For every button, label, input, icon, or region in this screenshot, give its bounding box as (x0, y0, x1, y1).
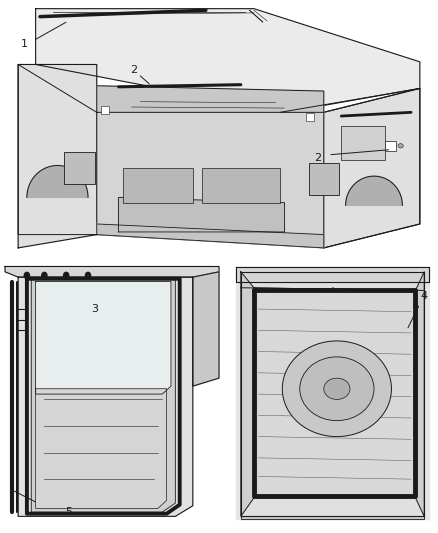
Bar (201, 168, 280, 203)
Bar (101, 107, 109, 114)
Polygon shape (18, 64, 97, 248)
Polygon shape (31, 280, 175, 512)
Polygon shape (416, 272, 424, 516)
Polygon shape (237, 266, 428, 282)
Polygon shape (119, 197, 285, 232)
Polygon shape (5, 266, 219, 277)
Polygon shape (254, 288, 416, 498)
Polygon shape (346, 176, 403, 205)
Bar (123, 168, 193, 203)
Ellipse shape (324, 378, 350, 399)
Polygon shape (97, 86, 324, 112)
Bar (308, 163, 339, 195)
Text: 2: 2 (314, 152, 321, 163)
Ellipse shape (398, 144, 403, 148)
Polygon shape (27, 166, 88, 197)
Polygon shape (35, 389, 166, 508)
Polygon shape (237, 266, 428, 519)
Polygon shape (241, 516, 424, 519)
Polygon shape (193, 272, 219, 386)
Polygon shape (324, 88, 420, 248)
Bar (385, 141, 396, 151)
Text: 5: 5 (65, 507, 72, 517)
Polygon shape (18, 64, 420, 248)
Ellipse shape (300, 357, 374, 421)
Polygon shape (241, 272, 254, 516)
Polygon shape (35, 9, 420, 112)
Bar (306, 114, 314, 121)
Polygon shape (18, 277, 193, 516)
Circle shape (24, 272, 29, 279)
Text: 1: 1 (21, 39, 28, 49)
Circle shape (64, 272, 69, 279)
Polygon shape (241, 272, 424, 516)
Text: 2: 2 (130, 65, 138, 75)
Bar (64, 152, 95, 184)
Bar (341, 126, 385, 160)
Circle shape (42, 272, 47, 279)
Ellipse shape (283, 341, 392, 437)
Text: 3: 3 (91, 304, 98, 314)
Polygon shape (35, 281, 171, 394)
Polygon shape (97, 224, 324, 248)
Circle shape (85, 272, 91, 279)
Text: 4: 4 (420, 290, 428, 301)
